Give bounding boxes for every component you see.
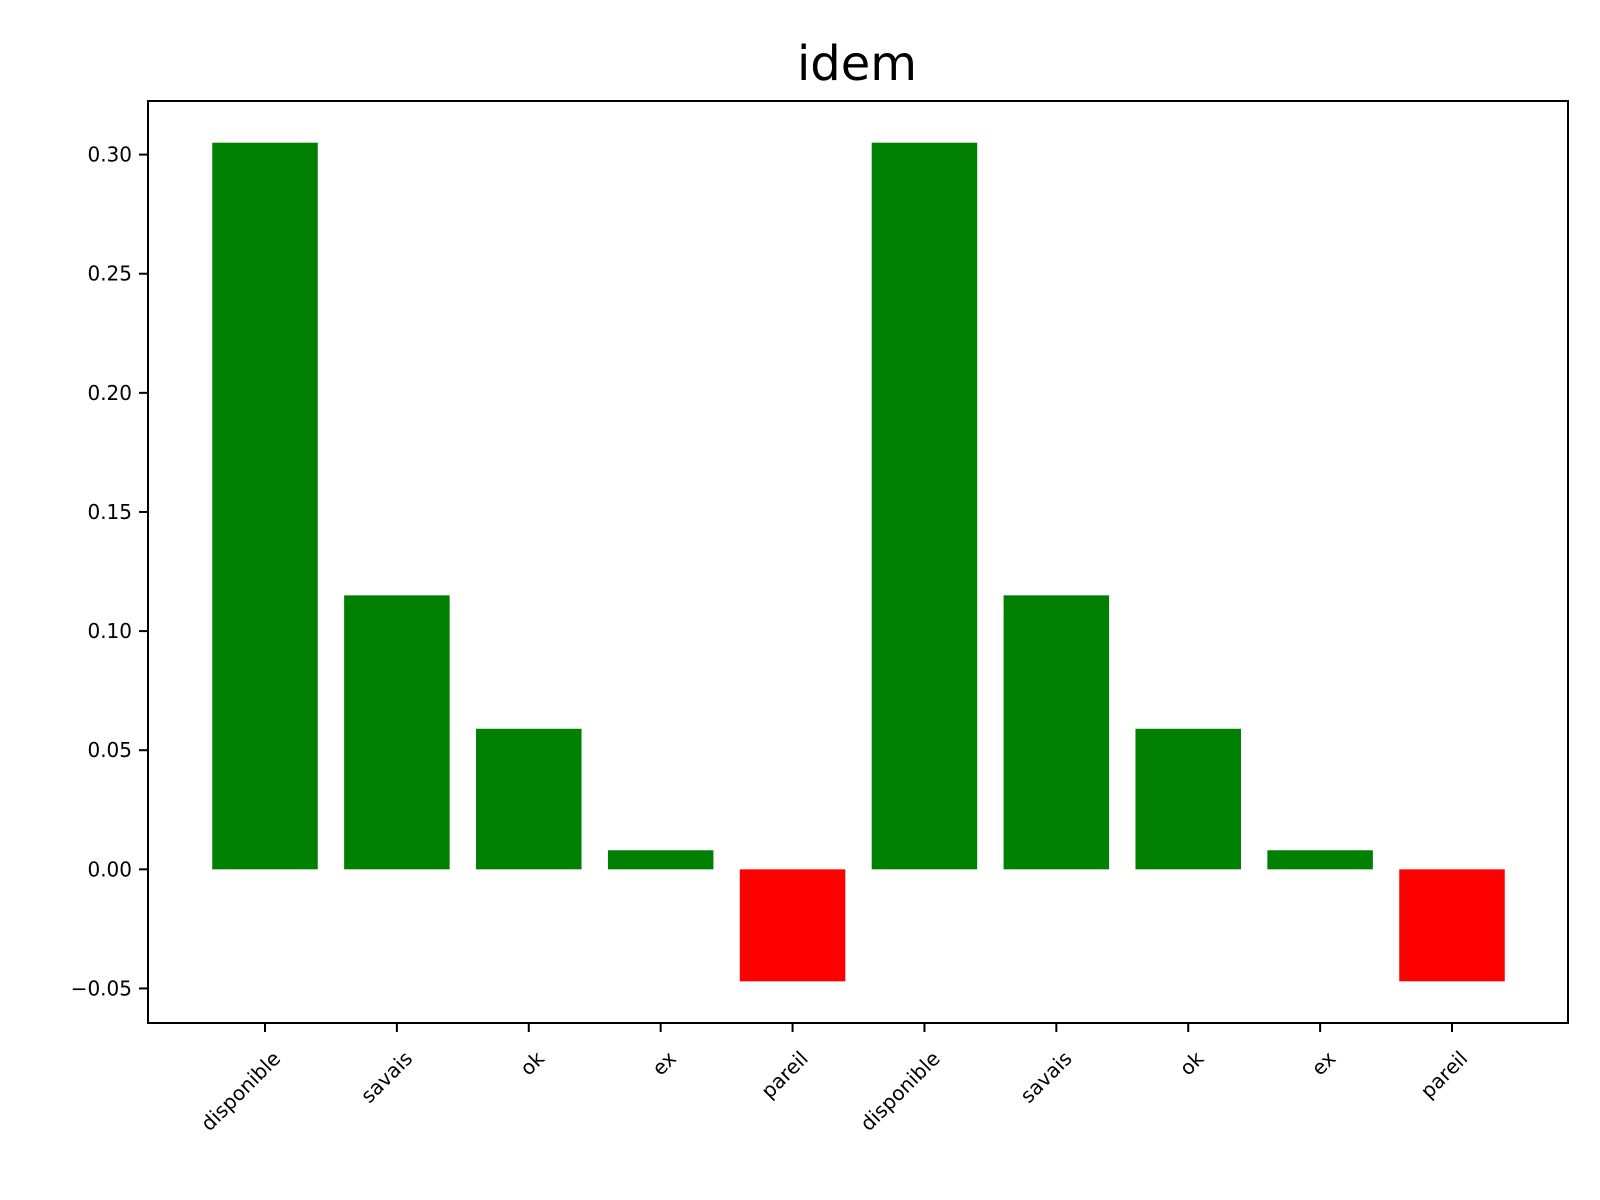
- x-tick-label: ex: [1307, 1046, 1341, 1080]
- bar-ex-4: [607, 850, 714, 870]
- y-axis: −0.05 0.00 0.05 0.10 0.15 0.20 0.25 0.30: [71, 143, 148, 1000]
- bar-ok-3: [476, 728, 582, 870]
- x-tick-label: savais: [1015, 1046, 1076, 1107]
- y-tick-label: 0.00: [87, 857, 132, 881]
- bar-savais-2: [344, 595, 450, 870]
- y-tick-label: 0.30: [87, 143, 132, 167]
- y-tick-label: 0.20: [87, 381, 132, 405]
- x-tick-label: disponible: [196, 1046, 285, 1135]
- x-tick-label: ok: [515, 1046, 549, 1080]
- bar-ex-9: [1267, 850, 1373, 870]
- x-tick-label: pareil: [756, 1046, 813, 1103]
- bars-group: [212, 142, 1505, 982]
- y-tick-label: 0.10: [87, 619, 132, 643]
- bar-pareil-5: [739, 869, 846, 982]
- y-tick-label: −0.05: [71, 976, 132, 1000]
- x-tick-label: ex: [647, 1046, 681, 1080]
- x-axis: disponible savais ok ex pareil disponible sava…: [196, 1023, 1472, 1136]
- y-tick-label: 0.15: [87, 500, 132, 524]
- y-tick-label: 0.25: [87, 262, 132, 286]
- x-tick-label: pareil: [1416, 1046, 1473, 1103]
- y-tick-label: 0.05: [87, 738, 132, 762]
- plot-frame: [147, 100, 1569, 1024]
- bar-disponible-6: [871, 142, 978, 870]
- chart-title: idem: [797, 36, 917, 92]
- bar-pareil-10: [1399, 869, 1505, 982]
- x-tick-label: ok: [1175, 1046, 1209, 1080]
- bar-ok-8: [1135, 728, 1241, 870]
- x-tick-label: disponible: [855, 1046, 944, 1135]
- x-tick-label: savais: [356, 1046, 417, 1107]
- bar-disponible-1: [212, 142, 318, 870]
- bar-savais-7: [1003, 595, 1110, 870]
